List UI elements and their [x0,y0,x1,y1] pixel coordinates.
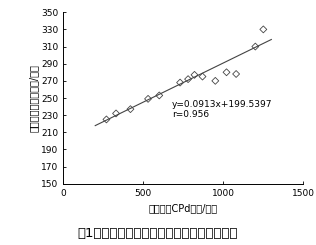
Point [261,27,266,31]
X-axis label: 過剤摄取CPd（げ/日）: 過剤摄取CPd（げ/日） [149,203,218,213]
Point [200,75,205,79]
Point [128,107,133,111]
Point [113,111,118,115]
Y-axis label: ふん尿素排泄量（げ/日）: ふん尿素排泄量（げ/日） [28,64,38,132]
Text: 図1．ふん尿素素排泄量と摄取蛋白質の関係: 図1．ふん尿素素排泄量と摄取蛋白質の関係 [78,227,238,240]
Point [157,93,162,97]
Point [185,77,191,81]
Point [192,73,197,77]
Text: y=0.0913x+199.5397
r=0.956: y=0.0913x+199.5397 r=0.956 [172,100,273,119]
Point [178,81,183,85]
Point [146,97,151,101]
Point [234,72,239,76]
Point [253,45,258,49]
Point [224,70,229,74]
Point [104,118,109,122]
Point [213,79,218,83]
